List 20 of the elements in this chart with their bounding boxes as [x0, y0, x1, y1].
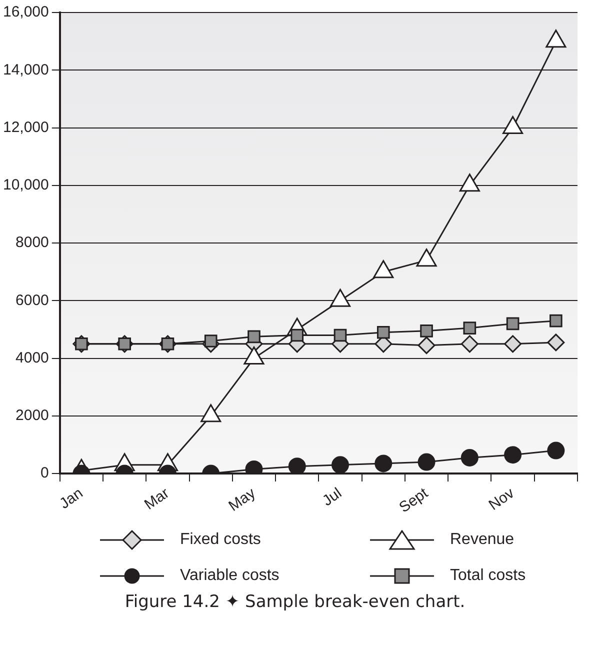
y-tick-label: 0	[40, 464, 49, 482]
legend-label: Variable costs	[180, 567, 280, 585]
y-tick-label: 8000	[16, 234, 49, 252]
y-tick-label: 16,000	[2, 4, 49, 21]
x-tick-label: Nov	[486, 484, 518, 514]
legend-label: Revenue	[450, 531, 514, 549]
caption: Figure 14.2 ✦ Sample break-even chart.	[124, 592, 466, 612]
legend-label: Total costs	[450, 567, 526, 585]
x-tick-label: Sept	[396, 484, 432, 516]
legend-label: Fixed costs	[180, 531, 261, 549]
y-tick-label: 10,000	[2, 176, 49, 194]
y-tick-label: 14,000	[2, 61, 49, 78]
y-tick-label: 6000	[16, 292, 49, 309]
x-tick-label: Mar	[141, 484, 172, 514]
x-tick-label: May	[226, 484, 260, 515]
y-tick-label: 4000	[16, 349, 49, 366]
y-tick-label: 2000	[16, 407, 49, 424]
y-tick-label: 12,000	[2, 118, 49, 136]
x-tick-label: Jul	[319, 484, 345, 510]
x-tick-label: Jan	[56, 484, 86, 512]
